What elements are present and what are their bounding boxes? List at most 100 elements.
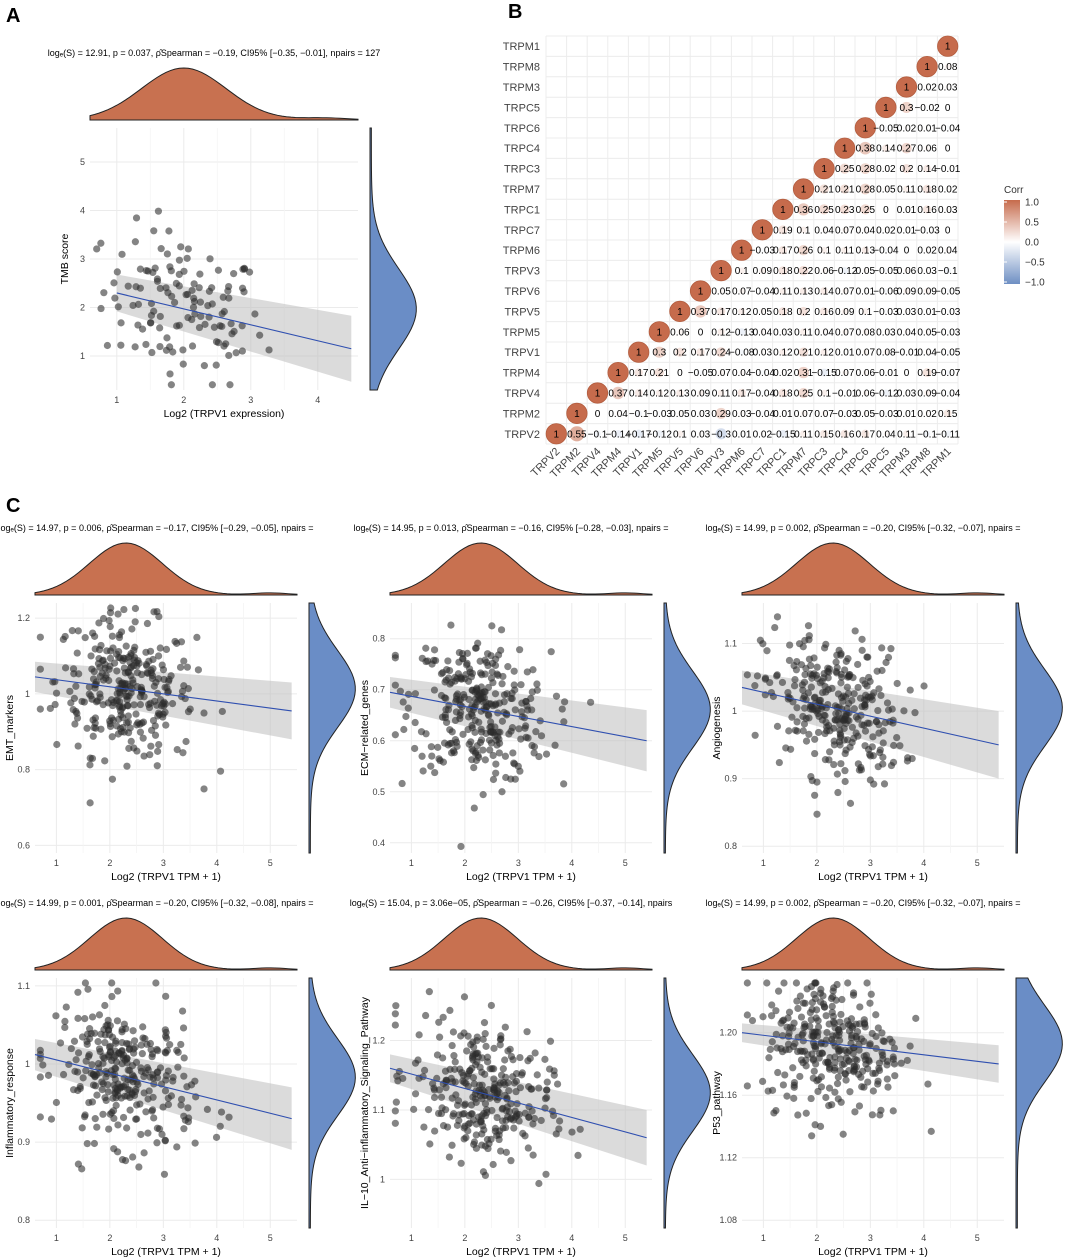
y-tick-label: 1.2 [17,613,30,623]
correlation-bubble [862,288,868,294]
regression-line [34,676,292,712]
data-point [486,1065,494,1073]
data-point [448,1041,456,1050]
data-point [872,1044,880,1053]
scatter-panel-a: logₑ(S) = 12.91, p = 0.037, ρ̂Spearman =… [48,48,417,420]
data-point [61,632,69,641]
data-point [121,669,129,677]
data-point [849,1044,857,1052]
data-point [843,1048,851,1056]
data-point [232,349,240,357]
data-point [886,1035,894,1043]
correlation-value: 1 [821,164,827,175]
data-point [549,1111,558,1120]
data-point [821,729,829,738]
data-point [471,728,479,736]
data-point [906,686,914,694]
correlation-bubble [883,288,889,294]
data-point [851,1108,859,1116]
data-point [108,632,117,640]
correlation-value: 0.38 [856,144,876,155]
data-point [101,1039,109,1047]
data-point [799,643,807,651]
data-point [831,1053,839,1061]
data-point [875,1066,884,1075]
correlation-bubble [669,300,691,322]
correlation-bubble [862,308,869,315]
data-point [788,713,796,721]
data-point [496,1041,504,1049]
correlation-value: 1 [801,185,807,196]
data-point [114,730,122,738]
data-point [61,664,70,672]
correlation-bubble [924,227,930,233]
data-point [530,1114,539,1123]
correlation-bubble [635,410,642,417]
data-point [780,979,788,987]
data-point [422,1011,430,1020]
data-point [398,779,406,788]
data-point [849,989,858,997]
x-tick-label: 1 [114,395,119,405]
data-point [834,1073,842,1081]
correlation-value: 0.03 [897,389,917,400]
data-point [447,621,455,629]
correlation-bubble [924,145,930,151]
data-point [155,1125,164,1133]
marginal-density-y [663,602,711,854]
data-point [158,1130,166,1138]
correlation-value: 0.17 [711,307,731,318]
data-point [88,1061,96,1069]
x-tick-label: 4 [921,1233,926,1243]
data-point [502,1148,510,1156]
data-point [196,298,205,306]
data-point [911,709,919,717]
correlation-bubble [859,141,872,155]
data-point [872,1011,880,1019]
data-point [785,727,793,735]
correlation-value: 0.11 [794,429,813,440]
data-point [175,282,183,290]
data-point [166,370,174,378]
data-point [91,1115,99,1123]
data-point [790,1081,798,1089]
y-tick-label: 0.4 [372,838,385,848]
data-point [79,1074,87,1082]
data-point [472,1061,480,1069]
data-point [903,1056,911,1065]
correlation-bubble [924,104,930,110]
data-point [163,250,171,258]
data-point [190,280,198,288]
y-tick-label: 1 [25,1059,30,1069]
data-point [502,773,510,782]
correlation-value: 0.25 [835,164,855,175]
data-point [889,1053,897,1061]
correlation-value: −0.03 [873,307,899,318]
data-point [427,762,435,770]
x-tick-label: 2 [181,395,186,405]
y-tick-label: 1.08 [719,1215,737,1225]
data-point [139,734,147,742]
data-point [216,767,225,775]
correlation-bubble [614,429,622,438]
data-point [890,1044,899,1052]
data-point [857,711,865,719]
data-point [238,347,246,355]
correlation-bubble [937,35,959,57]
data-point [482,658,491,667]
correlation-bubble [739,288,745,294]
data-point [111,1047,119,1055]
data-point [837,694,846,702]
row-label: TRPC1 [504,204,540,216]
correlation-bubble [862,390,868,396]
data-point [70,1086,78,1094]
data-point [830,760,838,769]
data-point [120,1083,128,1091]
correlation-bubble [861,246,869,254]
correlation-bubble [759,410,765,416]
data-point [831,716,839,724]
x-tick-label: 3 [161,858,166,868]
correlation-bubble [883,247,889,253]
correlation-value: 0.07 [732,287,752,298]
correlation-value: 0.03 [876,327,896,338]
